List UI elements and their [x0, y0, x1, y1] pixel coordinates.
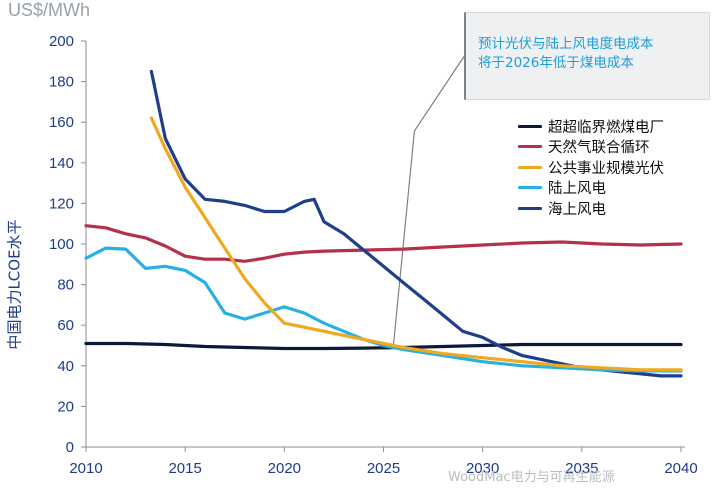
x-tick-label: 2015	[168, 460, 201, 477]
watermark-text: WoodMac电力与可再生能源	[448, 470, 615, 485]
legend-item: 天然气联合循环	[518, 137, 664, 158]
x-tick-label: 2030	[466, 460, 499, 477]
legend-item: 海上风电	[518, 198, 664, 219]
legend-item: 超超临界燃煤电厂	[518, 116, 664, 137]
y-tick-label: 160	[49, 114, 74, 131]
y-tick-label: 60	[57, 317, 74, 334]
annotation-line-1: 预计光伏与陆上风电度电成本	[478, 36, 654, 52]
y-tick-label: 80	[57, 277, 74, 294]
x-tick-label: 2035	[565, 460, 598, 477]
legend-label: 海上风电	[548, 201, 606, 218]
legend-swatch	[518, 165, 542, 169]
legend-swatch	[518, 186, 542, 190]
y-tick-label: 120	[49, 195, 74, 212]
series-line-4	[84, 246, 683, 373]
y-tick-label: 200	[49, 33, 74, 50]
legend-item: 陆上风电	[518, 178, 664, 199]
y-tick-label: 40	[57, 358, 74, 375]
legend-label: 陆上风电	[548, 181, 606, 198]
x-tick-label: 2020	[268, 460, 301, 477]
legend-label: 公共事业规模光伏	[548, 160, 664, 177]
legend-item: 公共事业规模光伏	[518, 157, 664, 178]
annotation-line-2: 将于2026年低于煤电成本	[478, 55, 634, 71]
chart-legend: 超超临界燃煤电厂 天然气联合循环 公共事业规模光伏 陆上风电海上风电	[518, 116, 664, 219]
series-line-3	[149, 116, 683, 372]
series-line-2	[84, 224, 683, 263]
y-tick-label: 0	[66, 439, 74, 456]
annotation-callout: 预计光伏与陆上风电度电成本 将于2026年低于煤电成本	[464, 12, 710, 100]
legend-label: 超超临界燃煤电厂	[548, 119, 664, 136]
unit-label: US$/MWh	[8, 0, 91, 20]
y-tick-label: 100	[49, 236, 74, 253]
x-tick-label: 2010	[69, 460, 102, 477]
y-tick-label: 180	[49, 74, 74, 91]
series-line-1	[84, 341, 683, 351]
legend-swatch	[518, 124, 542, 128]
annotation-leader-line	[392, 54, 466, 346]
x-tick-label: 2025	[367, 460, 400, 477]
y-tick-label: 20	[57, 398, 74, 415]
legend-swatch	[518, 206, 542, 210]
y-tick-label: 140	[49, 155, 74, 172]
legend-swatch	[518, 145, 542, 149]
legend-label: 天然气联合循环	[548, 140, 650, 157]
x-tick-label: 2040	[664, 460, 697, 477]
